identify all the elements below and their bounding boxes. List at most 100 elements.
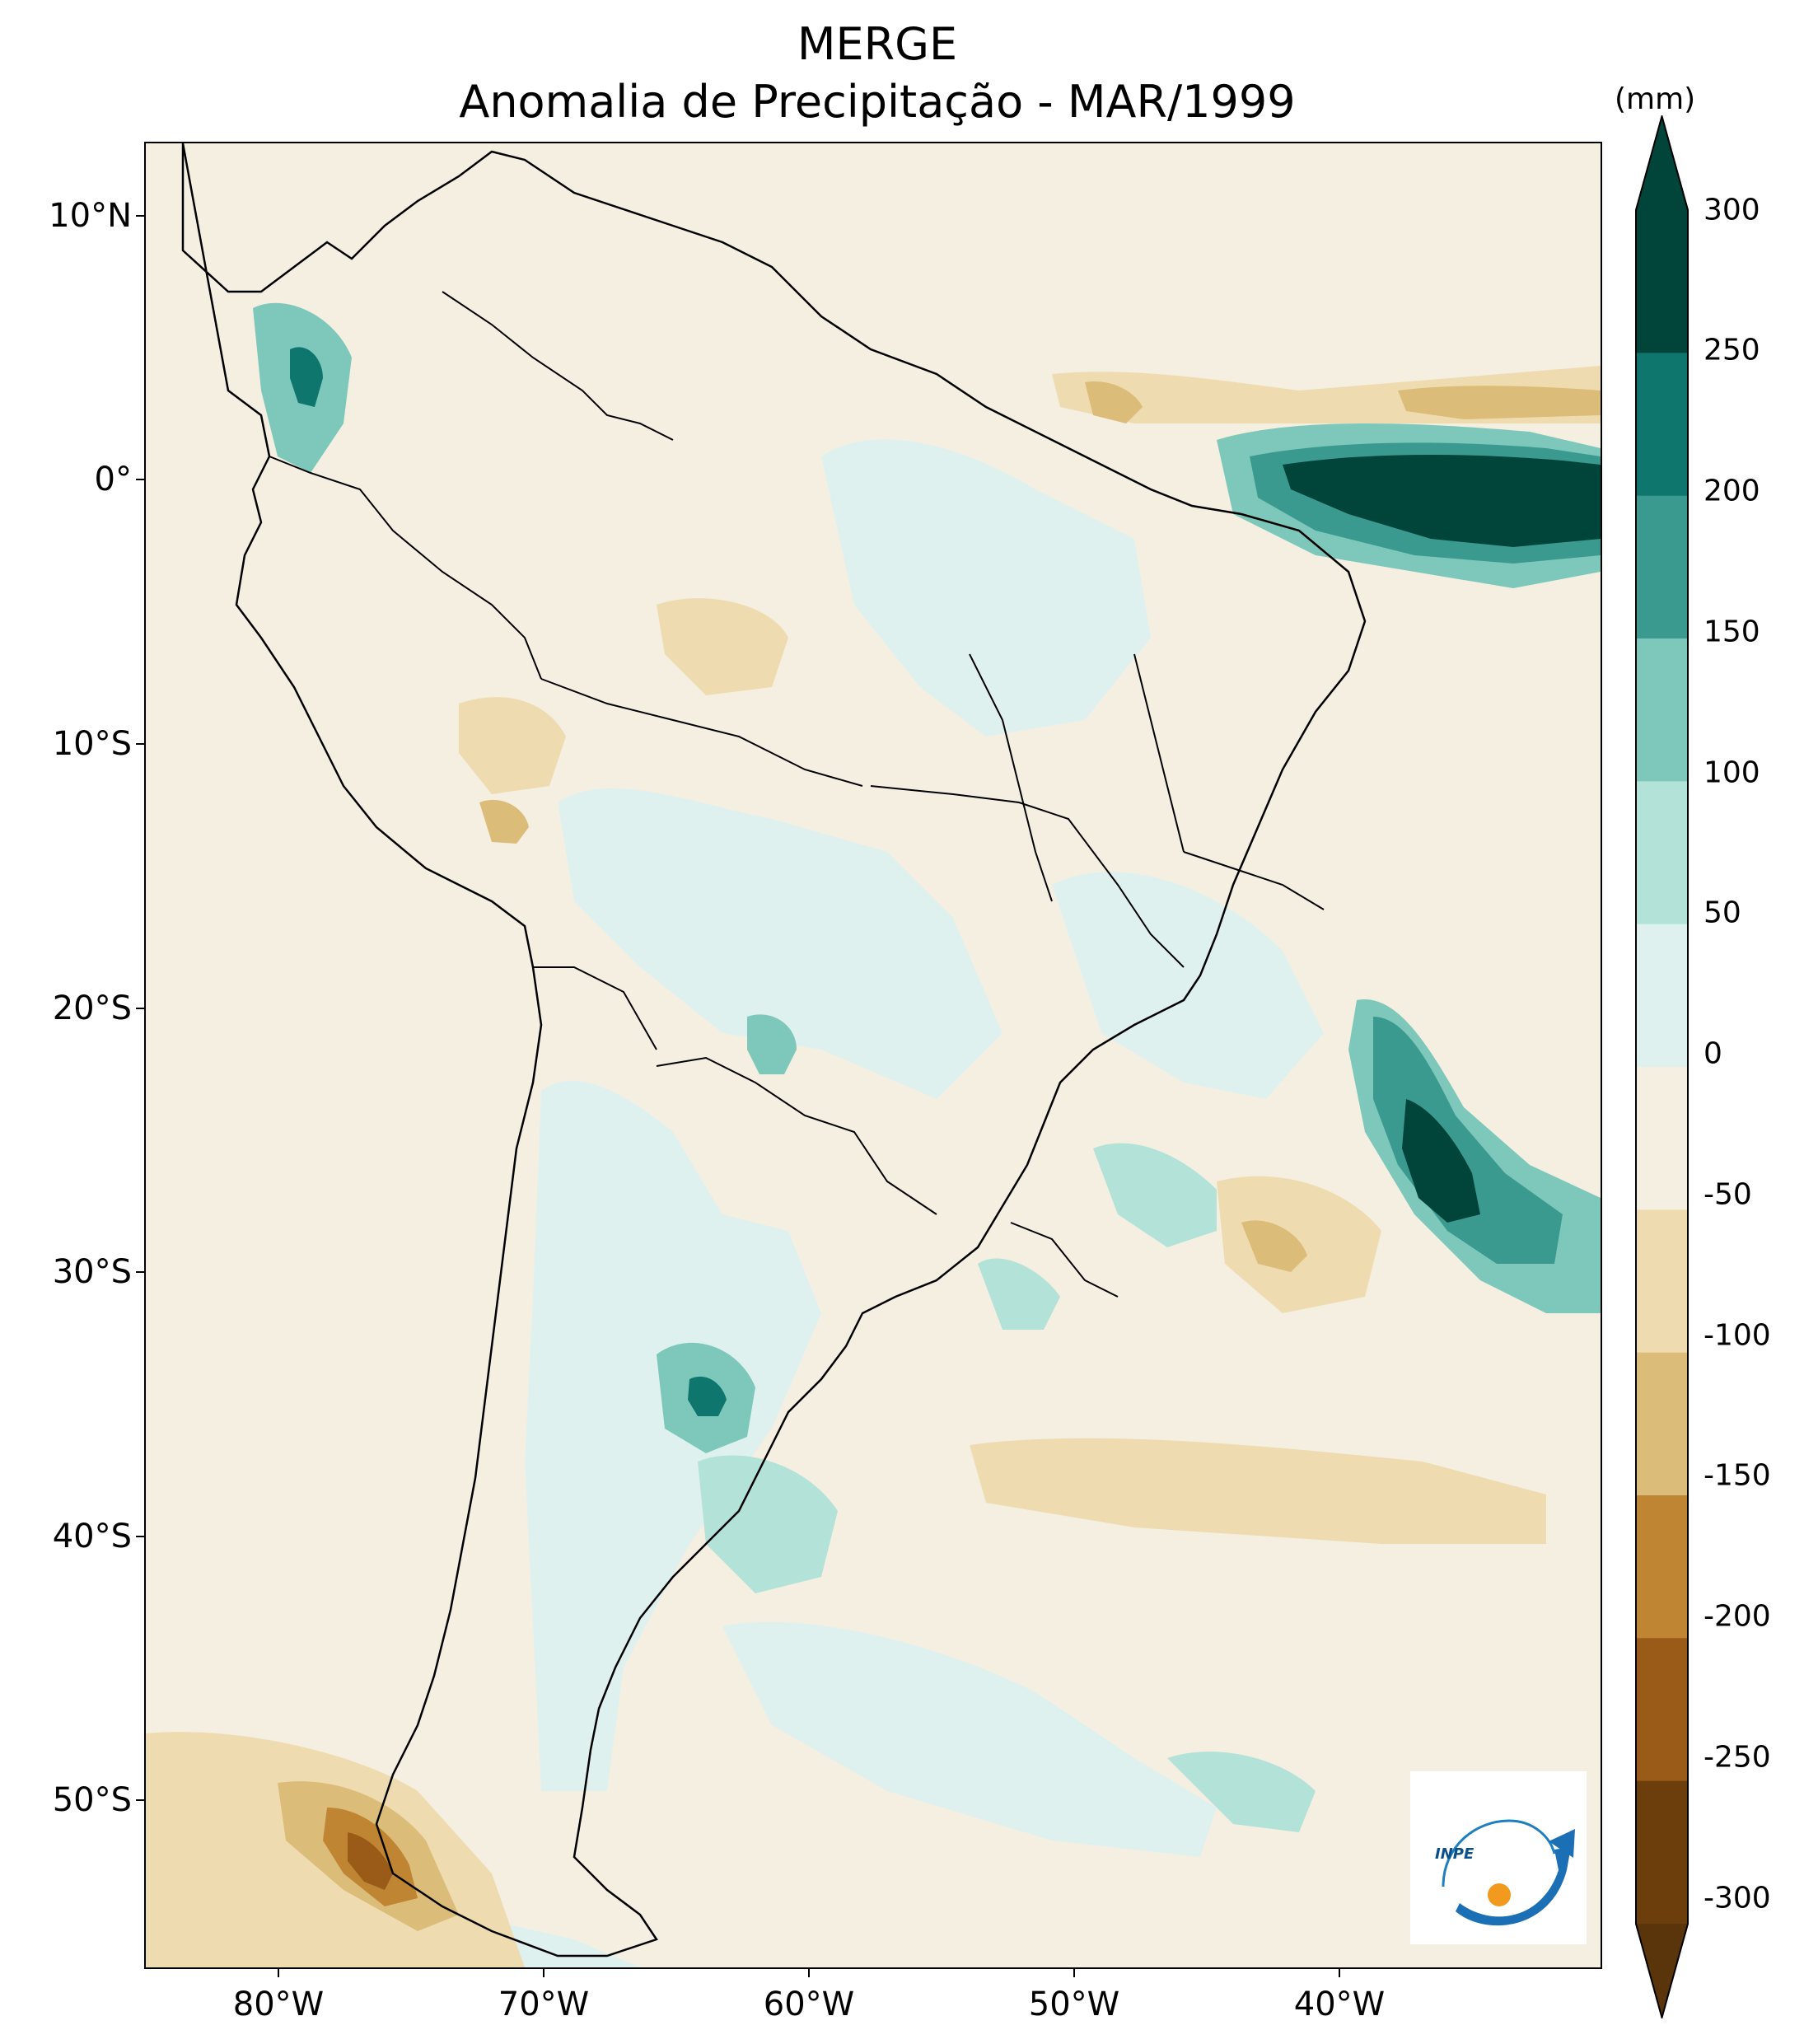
colorbar-segment bbox=[1635, 924, 1689, 1068]
inpe-logo bbox=[1410, 1771, 1587, 1944]
lat-label-10n: 10°N bbox=[49, 197, 132, 235]
positive-anomaly-region bbox=[1052, 872, 1324, 1099]
colorbar-segment bbox=[1635, 781, 1689, 925]
negative-anomaly-patch bbox=[1085, 381, 1143, 423]
country-border bbox=[533, 966, 657, 1050]
lon-label-50w: 50°W bbox=[1028, 1986, 1120, 2023]
colorbar-segment bbox=[1635, 1638, 1689, 1782]
negative-anomaly-patch bbox=[970, 1438, 1546, 1544]
positive-anomaly-core bbox=[1283, 455, 1601, 547]
lat-tick bbox=[136, 479, 144, 480]
positive-anomaly-patch bbox=[698, 1455, 838, 1593]
colorbar-segment bbox=[1635, 638, 1689, 782]
colorbar-tick-label: 300 bbox=[1704, 193, 1760, 227]
negative-anomaly-patch bbox=[657, 598, 788, 695]
country-border bbox=[656, 1056, 937, 1215]
lat-label-10s: 10°S bbox=[52, 725, 132, 763]
lat-label-40s: 40°S bbox=[52, 1518, 132, 1555]
country-border bbox=[540, 678, 863, 787]
colorbar-segment bbox=[1635, 1495, 1689, 1639]
positive-anomaly-patch bbox=[978, 1258, 1060, 1330]
colorbar-tick-label: -100 bbox=[1704, 1318, 1771, 1353]
colorbar-segment bbox=[1635, 1209, 1689, 1354]
colorbar-tick-label: 250 bbox=[1704, 333, 1760, 367]
lon-label-40w: 40°W bbox=[1293, 1986, 1386, 2023]
colorbar-tick-label: 150 bbox=[1704, 615, 1760, 649]
colorbar-unit: (mm) bbox=[1615, 82, 1696, 116]
lat-label-0: 0° bbox=[94, 461, 132, 498]
orbit-arc bbox=[1442, 1819, 1556, 1887]
positive-anomaly-core bbox=[290, 347, 323, 407]
colorbar-tick-label: -50 bbox=[1704, 1177, 1752, 1212]
continent-coastline bbox=[181, 143, 1367, 1957]
lon-label-70w: 70°W bbox=[498, 1986, 590, 2023]
country-border bbox=[1010, 1222, 1119, 1298]
colorbar-segments bbox=[1635, 115, 1689, 2018]
colorbar-tick-label: 100 bbox=[1704, 755, 1760, 790]
inpe-logo-text: INPE bbox=[1435, 1845, 1475, 1863]
lon-label-80w: 80°W bbox=[232, 1986, 325, 2023]
state-border bbox=[969, 653, 1053, 902]
colorbar-segment bbox=[1635, 1352, 1689, 1496]
colorbar-outline bbox=[1635, 115, 1689, 2018]
positive-anomaly-core bbox=[688, 1376, 727, 1416]
map-plot-area bbox=[144, 142, 1602, 1969]
state-border bbox=[870, 785, 1185, 968]
lat-tick bbox=[136, 1536, 144, 1537]
colorbar-segment bbox=[1635, 1780, 1689, 1925]
colorbar-tick-label: -150 bbox=[1704, 1458, 1771, 1493]
positive-anomaly-region bbox=[722, 1621, 1217, 1857]
state-border bbox=[1183, 851, 1325, 910]
map-subtitle: Anomalia de Precipitação - MAR/1999 bbox=[459, 76, 1296, 128]
positive-anomaly-patch bbox=[1167, 1752, 1316, 1832]
anomaly-map bbox=[146, 143, 1601, 1967]
lon-label-60w: 60°W bbox=[763, 1986, 855, 2023]
country-border bbox=[442, 291, 674, 441]
lat-label-20s: 20°S bbox=[52, 989, 132, 1027]
positive-anomaly-patch bbox=[747, 1014, 797, 1074]
colorbar-tick-label: 200 bbox=[1704, 474, 1760, 508]
negative-anomaly-core bbox=[348, 1832, 393, 1890]
lat-tick bbox=[136, 215, 144, 217]
map-title: MERGE bbox=[797, 18, 958, 70]
lat-label-50s: 50°S bbox=[52, 1781, 132, 1819]
positive-anomaly-region bbox=[525, 1081, 821, 1791]
lat-label-30s: 30°S bbox=[52, 1253, 132, 1291]
positive-anomaly-region bbox=[558, 788, 1002, 1099]
colorbar-segment bbox=[1635, 210, 1689, 353]
arrow-swoosh-icon bbox=[1456, 1847, 1571, 1926]
planet-dot-icon bbox=[1488, 1883, 1511, 1906]
inpe-logo-graphic bbox=[1442, 1819, 1575, 1926]
colorbar-segment bbox=[1635, 1067, 1689, 1210]
colorbar-segment bbox=[1635, 353, 1689, 497]
positive-anomaly-region bbox=[821, 439, 1151, 737]
lon-tick bbox=[278, 1969, 279, 1977]
lat-tick bbox=[136, 743, 144, 745]
state-border bbox=[1133, 653, 1185, 853]
colorbar-segment bbox=[1635, 495, 1689, 639]
colorbar-tick-label: 0 bbox=[1704, 1036, 1722, 1071]
colorbar-extend-top bbox=[1635, 115, 1689, 210]
country-border bbox=[269, 456, 542, 680]
lon-tick bbox=[543, 1969, 544, 1977]
negative-anomaly-patch bbox=[1241, 1220, 1307, 1272]
positive-anomaly-patch bbox=[1373, 1017, 1563, 1264]
colorbar-tick-label: -300 bbox=[1704, 1881, 1771, 1915]
lon-tick bbox=[1073, 1969, 1075, 1977]
colorbar-extend-bottom bbox=[1635, 1924, 1689, 2018]
lat-tick bbox=[136, 1008, 144, 1009]
negative-anomaly-patch bbox=[459, 697, 566, 794]
arrow-head-icon bbox=[1549, 1829, 1575, 1858]
lon-tick bbox=[808, 1969, 810, 1977]
positive-anomaly-core bbox=[1402, 1099, 1480, 1223]
lon-tick bbox=[1339, 1969, 1340, 1977]
positive-anomaly-patch bbox=[1093, 1143, 1217, 1247]
colorbar-tick-label: -200 bbox=[1704, 1599, 1771, 1634]
lat-tick bbox=[136, 1271, 144, 1273]
lat-tick bbox=[136, 1799, 144, 1801]
colorbar bbox=[1635, 115, 1689, 2018]
negative-anomaly-patch bbox=[479, 799, 529, 844]
colorbar-tick-label: -250 bbox=[1704, 1740, 1771, 1775]
colorbar-tick-label: 50 bbox=[1704, 896, 1741, 930]
negative-anomaly-patch bbox=[1398, 386, 1601, 419]
